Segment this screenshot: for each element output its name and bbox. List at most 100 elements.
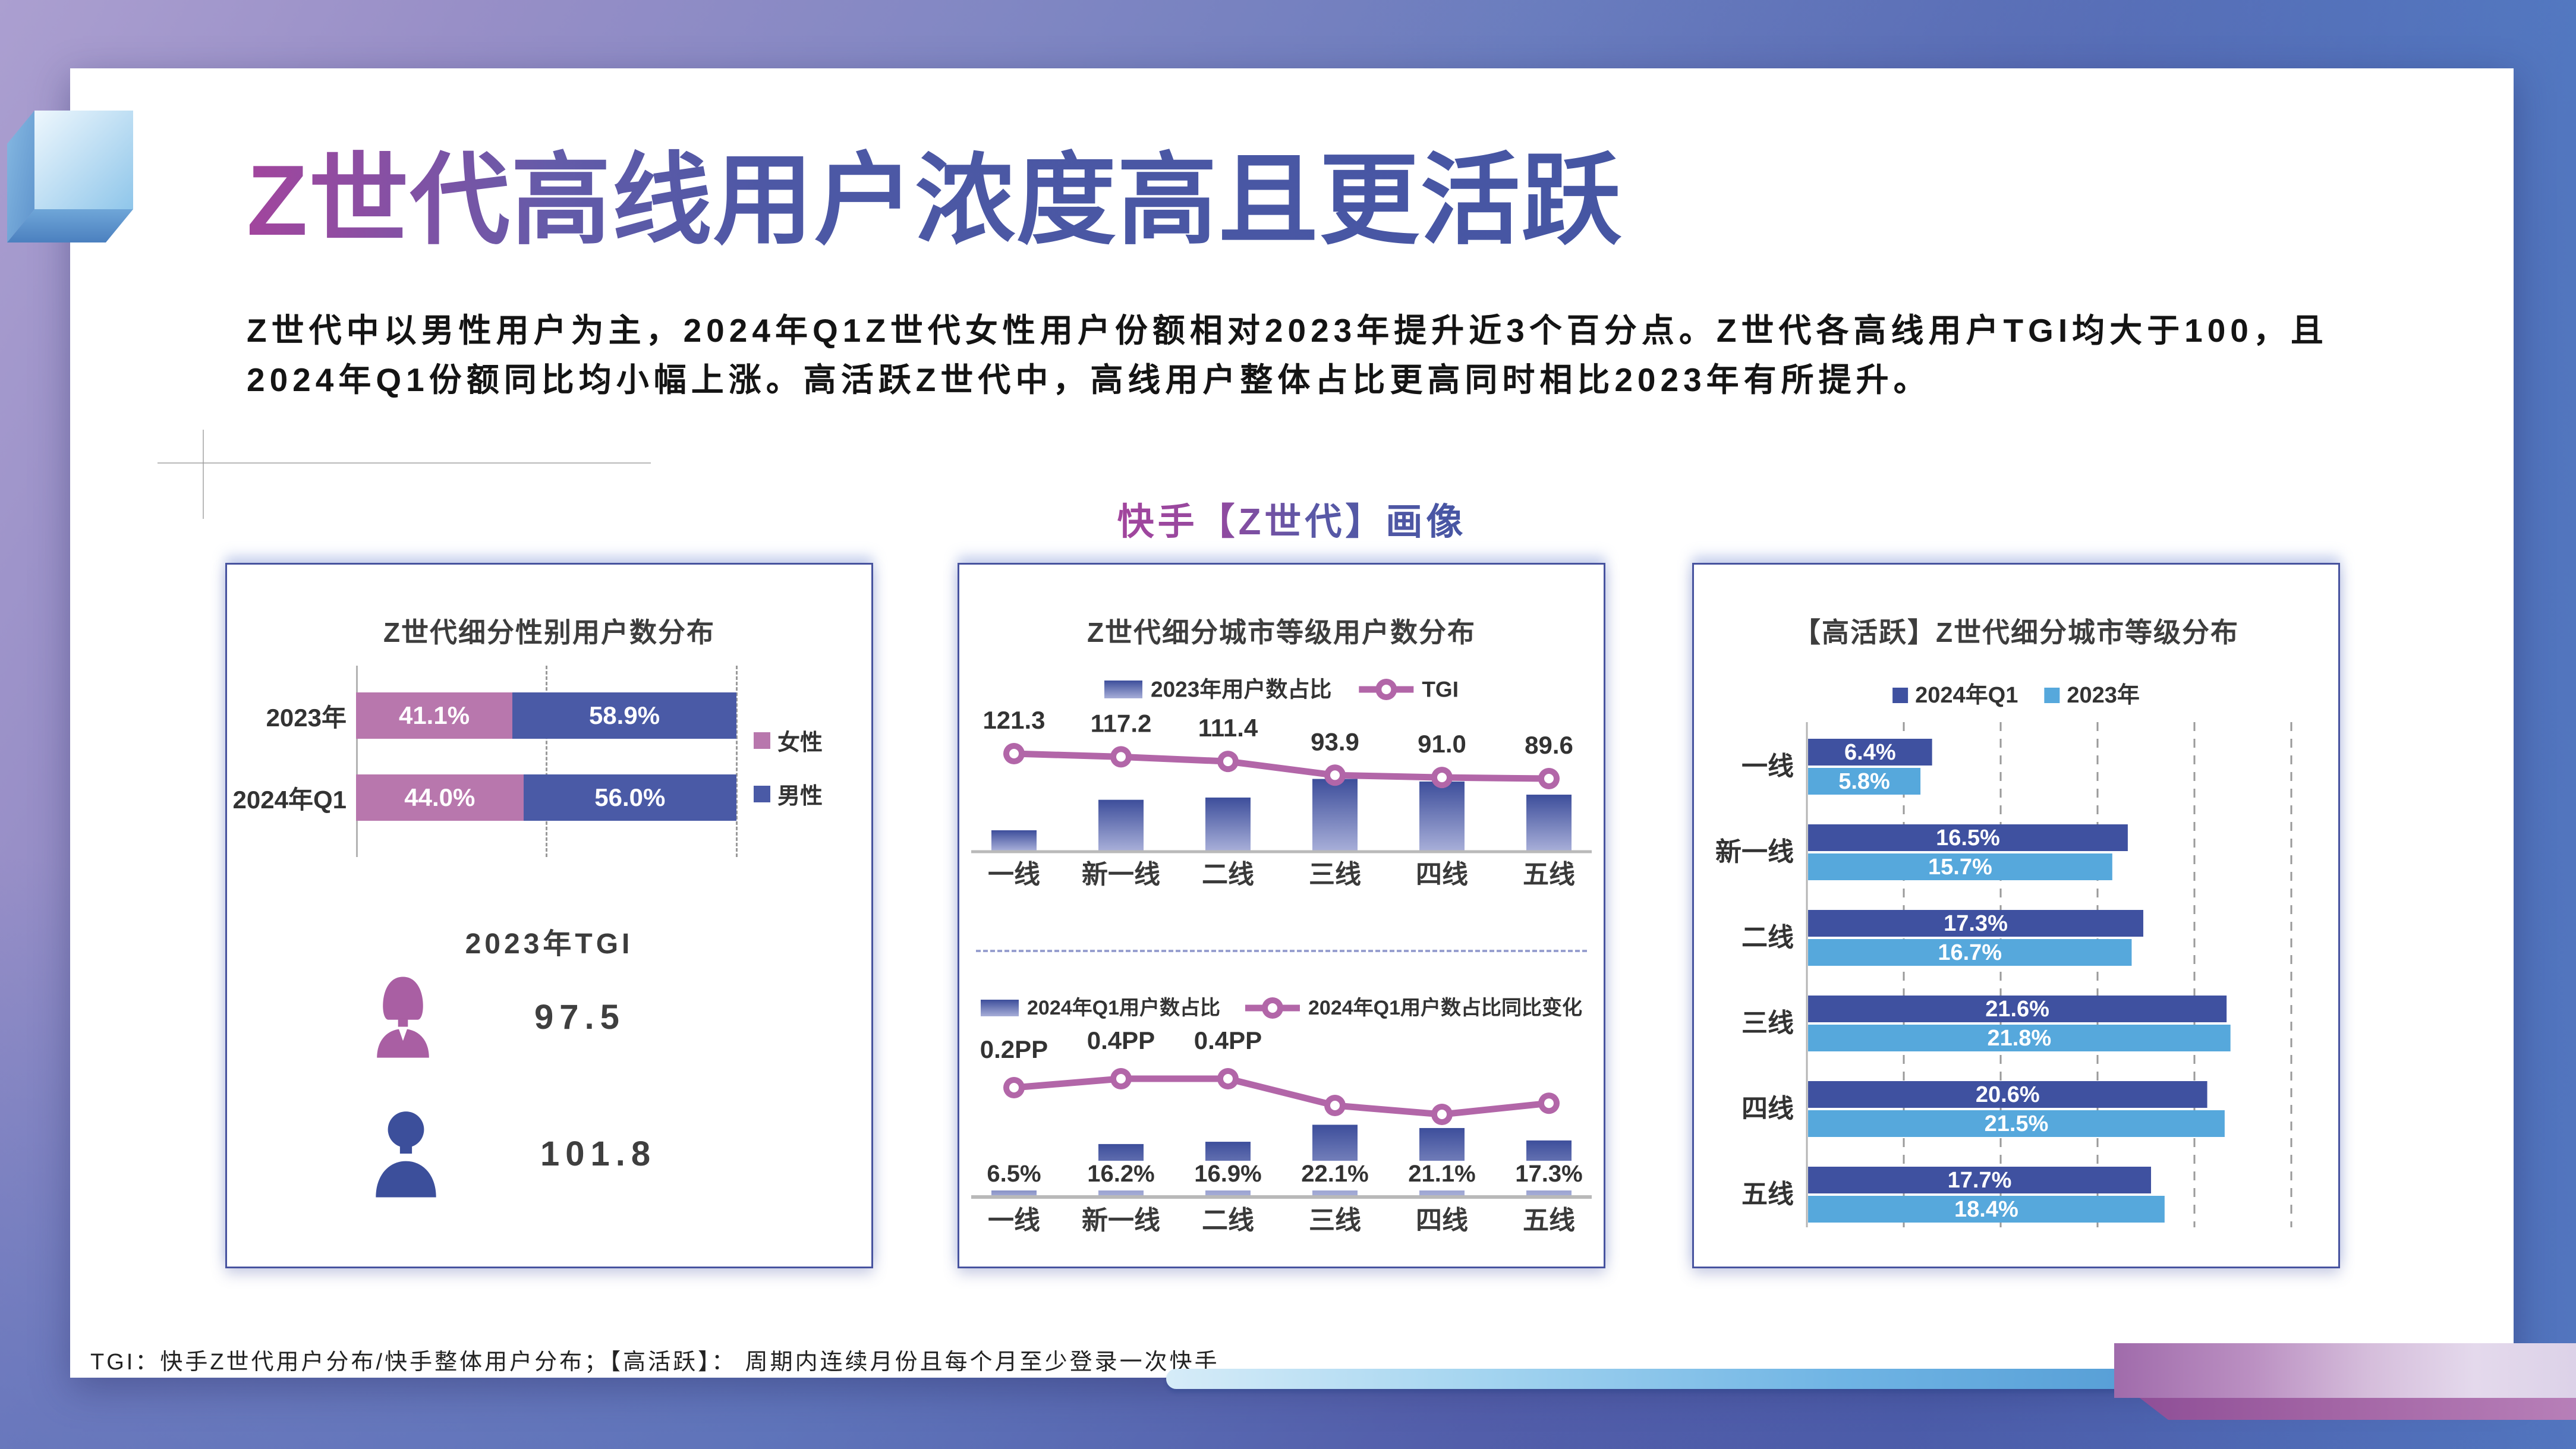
value-label: 三线 [1742,1009,1794,1038]
panel-gender-title: Z世代细分性别用户数分布 [383,617,716,648]
bar-2024q1 [1808,910,2143,937]
value-label: 21.8% [1987,1026,2051,1051]
page-title: Z世代高线用户浓度高且更活跃 [247,144,1623,256]
legend: 2023年用户数占比 TGI [1104,678,1459,702]
bar-2023 [1808,853,2112,880]
section-subtitle: 快手【Z世代】画像 [1117,492,1467,545]
value-label: 121.3 [982,706,1045,734]
value-label: 0.2PP [980,1035,1048,1063]
bar-2023 [1808,768,1921,795]
bottom-ribbon [2114,1343,2576,1398]
male-user-icon [376,1111,436,1198]
value-label: 16.2% [1087,1161,1154,1187]
bar-2023-share [1312,779,1358,850]
female-bar-segment: 44.0% [356,774,524,821]
gender-bar-row: 2024年Q1 44.0% 56.0% [227,774,736,821]
tgi-male-row: 101.8 [367,1108,656,1199]
bar-2023 [1808,1110,2225,1137]
value-label: 15.7% [1928,855,1992,880]
male-tgi-value: 101.8 [540,1134,657,1173]
bar-2023-share [1205,797,1251,850]
female-tgi-value: 97.5 [534,997,625,1037]
value-label: 五线 [1523,1206,1575,1235]
value-label: 16.7% [1938,940,2002,965]
bar-2024q1 [1808,1167,2152,1193]
legend: 2024年Q1 2023年 [1892,683,2140,708]
value-label: 6.4% [1844,740,1896,765]
trend-line [1010,1075,1552,1118]
legend: 2024年Q1用户数占比 2024年Q1用户数占比同比变化 [981,997,1582,1019]
value-label: 四线 [1742,1094,1794,1123]
value-label: 91.0 [1418,730,1466,758]
value-label: 五线 [1523,860,1575,889]
value-label: 2023年用户数占比 [1151,678,1331,702]
bar-2024q1 [1808,996,2227,1022]
bar-2023-share [1419,781,1465,850]
value-label: 111.4 [1198,714,1258,742]
bottom-ribbon-shadow [2140,1398,2576,1420]
tgi-female-row: 97.5 [367,975,625,1059]
value-label: 2024年Q1用户数占比 [1027,997,1220,1019]
value-label: 新一线 [1082,860,1160,889]
gender-axis-line [356,666,358,857]
value-label: 2023年 [2067,683,2140,708]
value-label: 21.1% [1408,1161,1475,1187]
value-label: 0.4PP [1194,1026,1262,1054]
tgi-heading: 2023年TGI [465,928,634,960]
value-label: 21.6% [1985,997,2049,1022]
content-card: Z世代高线用户浓度高且更活跃 Z世代中以男性用户为主，2024年Q1Z世代女性用… [70,68,2514,1378]
value-label: 16.9% [1194,1161,1261,1187]
gender-gridline-100 [736,666,738,857]
value-label: 三线 [1309,1206,1361,1235]
intro-paragraph: Z世代中以男性用户为主，2024年Q1Z世代女性用户份额相对2023年提升近3个… [247,312,2328,398]
female-user-icon [377,976,429,1058]
value-label: 17.3% [1944,911,2008,936]
value-label: 17.7% [1948,1168,2012,1193]
gender-gridline-50 [546,666,547,857]
bar-2023-share [991,830,1037,850]
panel-gender: Z世代细分性别用户数分布 2023年 41.1% 58.9% 2024年Q1 4… [225,563,873,1268]
value-label: 20.6% [1976,1082,2040,1107]
value-label: 一线 [988,860,1040,889]
bar-2023 [1808,1196,2165,1223]
value-label: 6.5% [987,1161,1041,1187]
value-label: 93.9 [1311,727,1359,755]
row-label: 2024年Q1 [232,785,347,814]
value-label: 16.5% [1936,826,2000,850]
panel-city: Z世代细分城市等级用户数分布 121.3 117.2 111.4 93.9 91.0 89… [958,563,1605,1268]
active-city-chart: 6.4% 5.8% 一线 16.5% 15.7% 新一线 17.3% 16.7% 二线 21.6%… [1715,683,2292,1227]
value-label: 二线 [1202,860,1254,889]
panel-active-title: 【高活跃】Z世代细分城市等级分布 [1793,617,2240,648]
legend-item-male: 男性 [754,777,823,810]
value-label: 新一线 [1082,1206,1160,1235]
value-label: 18.4% [1954,1197,2018,1222]
cube-decoration-icon [7,111,133,242]
value-label: 2024年Q1 [1915,683,2018,708]
city-top-chart: 121.3 117.2 111.4 93.9 91.0 89.6 一线 新一线 二线 三线 四线 五线… [971,678,1592,889]
trend-line [1010,750,1552,782]
value-label: 新一线 [1715,837,1794,867]
male-bar-segment: 58.9% [512,692,736,739]
legend-item-female: 女性 [754,724,823,757]
bar-2024q1 [1808,824,2128,851]
value-label: 二线 [1202,1206,1254,1235]
value-label: 一线 [1742,752,1794,781]
footnote: TGI：快手Z世代用户分布/快手整体用户分布；【高活跃】： 周期内连续月份且每个… [90,1350,1220,1375]
value-label: 0.4PP [1087,1026,1155,1054]
value-label: 五线 [1742,1180,1794,1209]
value-label: TGI [1422,678,1459,702]
panel-city-title: Z世代细分城市等级用户数分布 [1087,617,1476,648]
city-bottom-chart: 6.5% 16.2% 16.9% 22.1% 21.1% 17.3% 0.2PP 0.4PP 0… [970,997,1593,1235]
value-label: 22.1% [1301,1161,1368,1187]
gender-bar-row: 2023年 41.1% 58.9% [227,692,736,739]
value-label: 四线 [1416,1206,1468,1235]
value-label: 117.2 [1091,709,1152,737]
row-label: 2023年 [266,703,347,732]
value-label: 2024年Q1用户数占比同比变化 [1308,997,1582,1019]
bar-2024q1 [1808,739,1932,766]
male-legend-swatch [754,785,770,802]
value-label: 三线 [1309,860,1361,889]
value-label: 四线 [1416,860,1468,889]
bar-2023-share [1098,799,1144,850]
